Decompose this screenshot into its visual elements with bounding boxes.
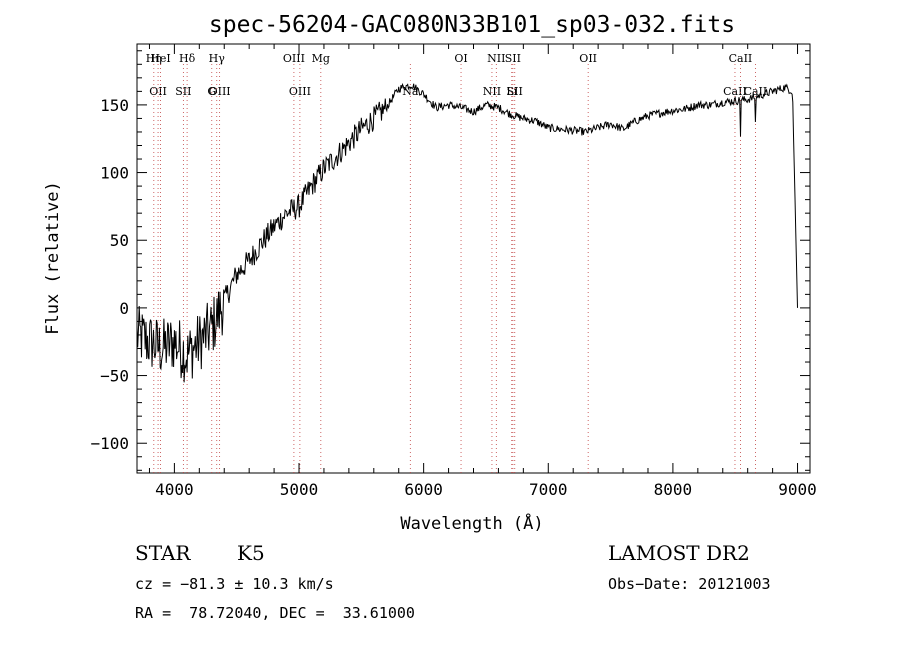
spectral-line-label: OIII: [209, 85, 231, 98]
survey-name: LAMOST DR2: [608, 541, 750, 565]
x-tick-label: 6000: [404, 480, 443, 499]
spectral-line-label: Hγ: [209, 52, 226, 65]
spectral-line-label: OIII: [289, 85, 311, 98]
spectral-line-label: OI: [454, 52, 467, 65]
spectral-line-label: SII: [507, 85, 523, 98]
spectral-line-label: CaII: [729, 52, 753, 65]
x-tick-label: 9000: [778, 480, 817, 499]
y-tick-label: 0: [119, 299, 129, 318]
redshift-cz: cz = −81.3 ± 10.3 km/s: [135, 575, 334, 593]
spectral-line-label: G: [207, 85, 216, 98]
spectral-line-markers: HηOIIHeISIIHδGHγOIIIOIIIOIIIMgNaOINIINII…: [146, 52, 767, 473]
y-tick-label: −100: [90, 434, 129, 453]
spectral-line-label: OIII: [283, 52, 305, 65]
x-tick-label: 8000: [654, 480, 693, 499]
spectral-line-label: Hη: [146, 52, 162, 65]
spectral-line-label: SII: [505, 52, 521, 65]
plot-frame: [136, 43, 811, 474]
ra-dec: RA = 78.72040, DEC = 33.61000: [135, 604, 415, 622]
y-tick-label: 150: [100, 96, 129, 115]
x-tick-label: 4000: [155, 480, 194, 499]
spectral-line-label: OII: [579, 52, 597, 65]
spectral-line-label: NII: [487, 52, 505, 65]
star-class: STAR: [135, 541, 191, 565]
x-tick-label: 7000: [529, 480, 568, 499]
spectral-line-label: Hδ: [179, 52, 196, 65]
star-subclass: K5: [237, 541, 265, 565]
spectrum-line: [136, 82, 798, 383]
spectral-line-label: SII: [175, 85, 191, 98]
x-axis-label: Wavelength (Å): [400, 512, 543, 534]
spectral-line-label: OII: [149, 85, 167, 98]
obs-date: Obs−Date: 20121003: [608, 575, 771, 593]
spectral-line-label: Mg: [312, 52, 330, 65]
spectral-line-label: Li: [506, 85, 517, 98]
spectral-line-label: NII: [483, 85, 501, 98]
y-axis-label: Flux (relative): [43, 181, 63, 335]
y-tick-label: 50: [110, 231, 129, 250]
chart-title: spec-56204-GAC080N33B101_sp03-032.fits: [209, 12, 735, 38]
x-tick-label: 5000: [280, 480, 319, 499]
spectral-line-label: HeI: [150, 52, 170, 65]
y-tick-label: −50: [100, 367, 129, 386]
y-tick-label: 100: [100, 164, 129, 183]
spectral-line-label: CaII: [723, 85, 747, 98]
axis-ticks: 4000 5000 6000 7000 8000 9000 −100 −50 0 50 100 150: [90, 44, 817, 499]
